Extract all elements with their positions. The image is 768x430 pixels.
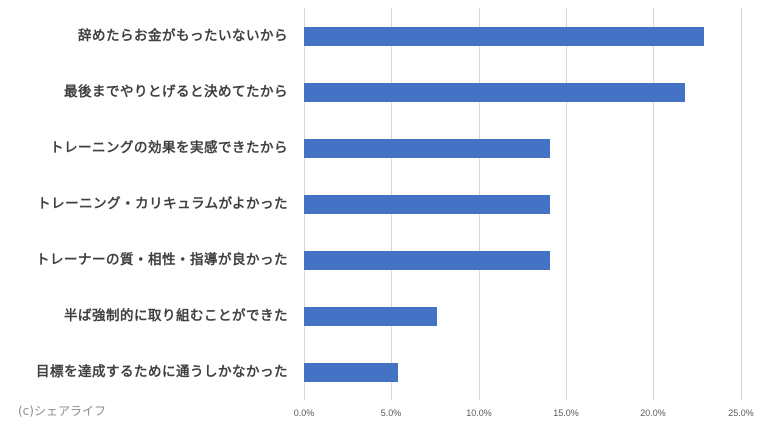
bar xyxy=(304,251,551,270)
x-tick-label: 15.0% xyxy=(553,408,579,418)
x-tick-label: 5.0% xyxy=(380,408,402,418)
gridline xyxy=(653,8,654,400)
category-label: トレーニング・カリキュラムがよかった xyxy=(37,196,288,212)
gridline xyxy=(741,8,742,400)
copyright-watermark: (c)シェアライフ xyxy=(18,404,106,418)
bar xyxy=(304,363,399,382)
category-label: 辞めたらお金がもったいないから xyxy=(78,28,288,44)
category-label: 半ば強制的に取り組むことができた xyxy=(64,308,288,324)
bar xyxy=(304,139,551,158)
bar xyxy=(304,83,685,102)
bar xyxy=(304,307,437,326)
category-label: トレーナーの質・相性・指導が良かった xyxy=(36,252,288,268)
category-label: 目標を達成するために通うしかなかった xyxy=(36,364,288,380)
category-label: トレーニングの効果を実感できたから xyxy=(50,140,288,156)
bar xyxy=(304,195,551,214)
x-tick-label: 20.0% xyxy=(640,408,666,418)
x-tick-label: 25.0% xyxy=(728,408,754,418)
x-tick-label: 10.0% xyxy=(466,408,492,418)
category-label: 最後までやりとげると決めてたから xyxy=(64,84,288,100)
x-tick-label: 0.0% xyxy=(293,408,315,418)
bar xyxy=(304,27,704,46)
gridline xyxy=(566,8,567,400)
